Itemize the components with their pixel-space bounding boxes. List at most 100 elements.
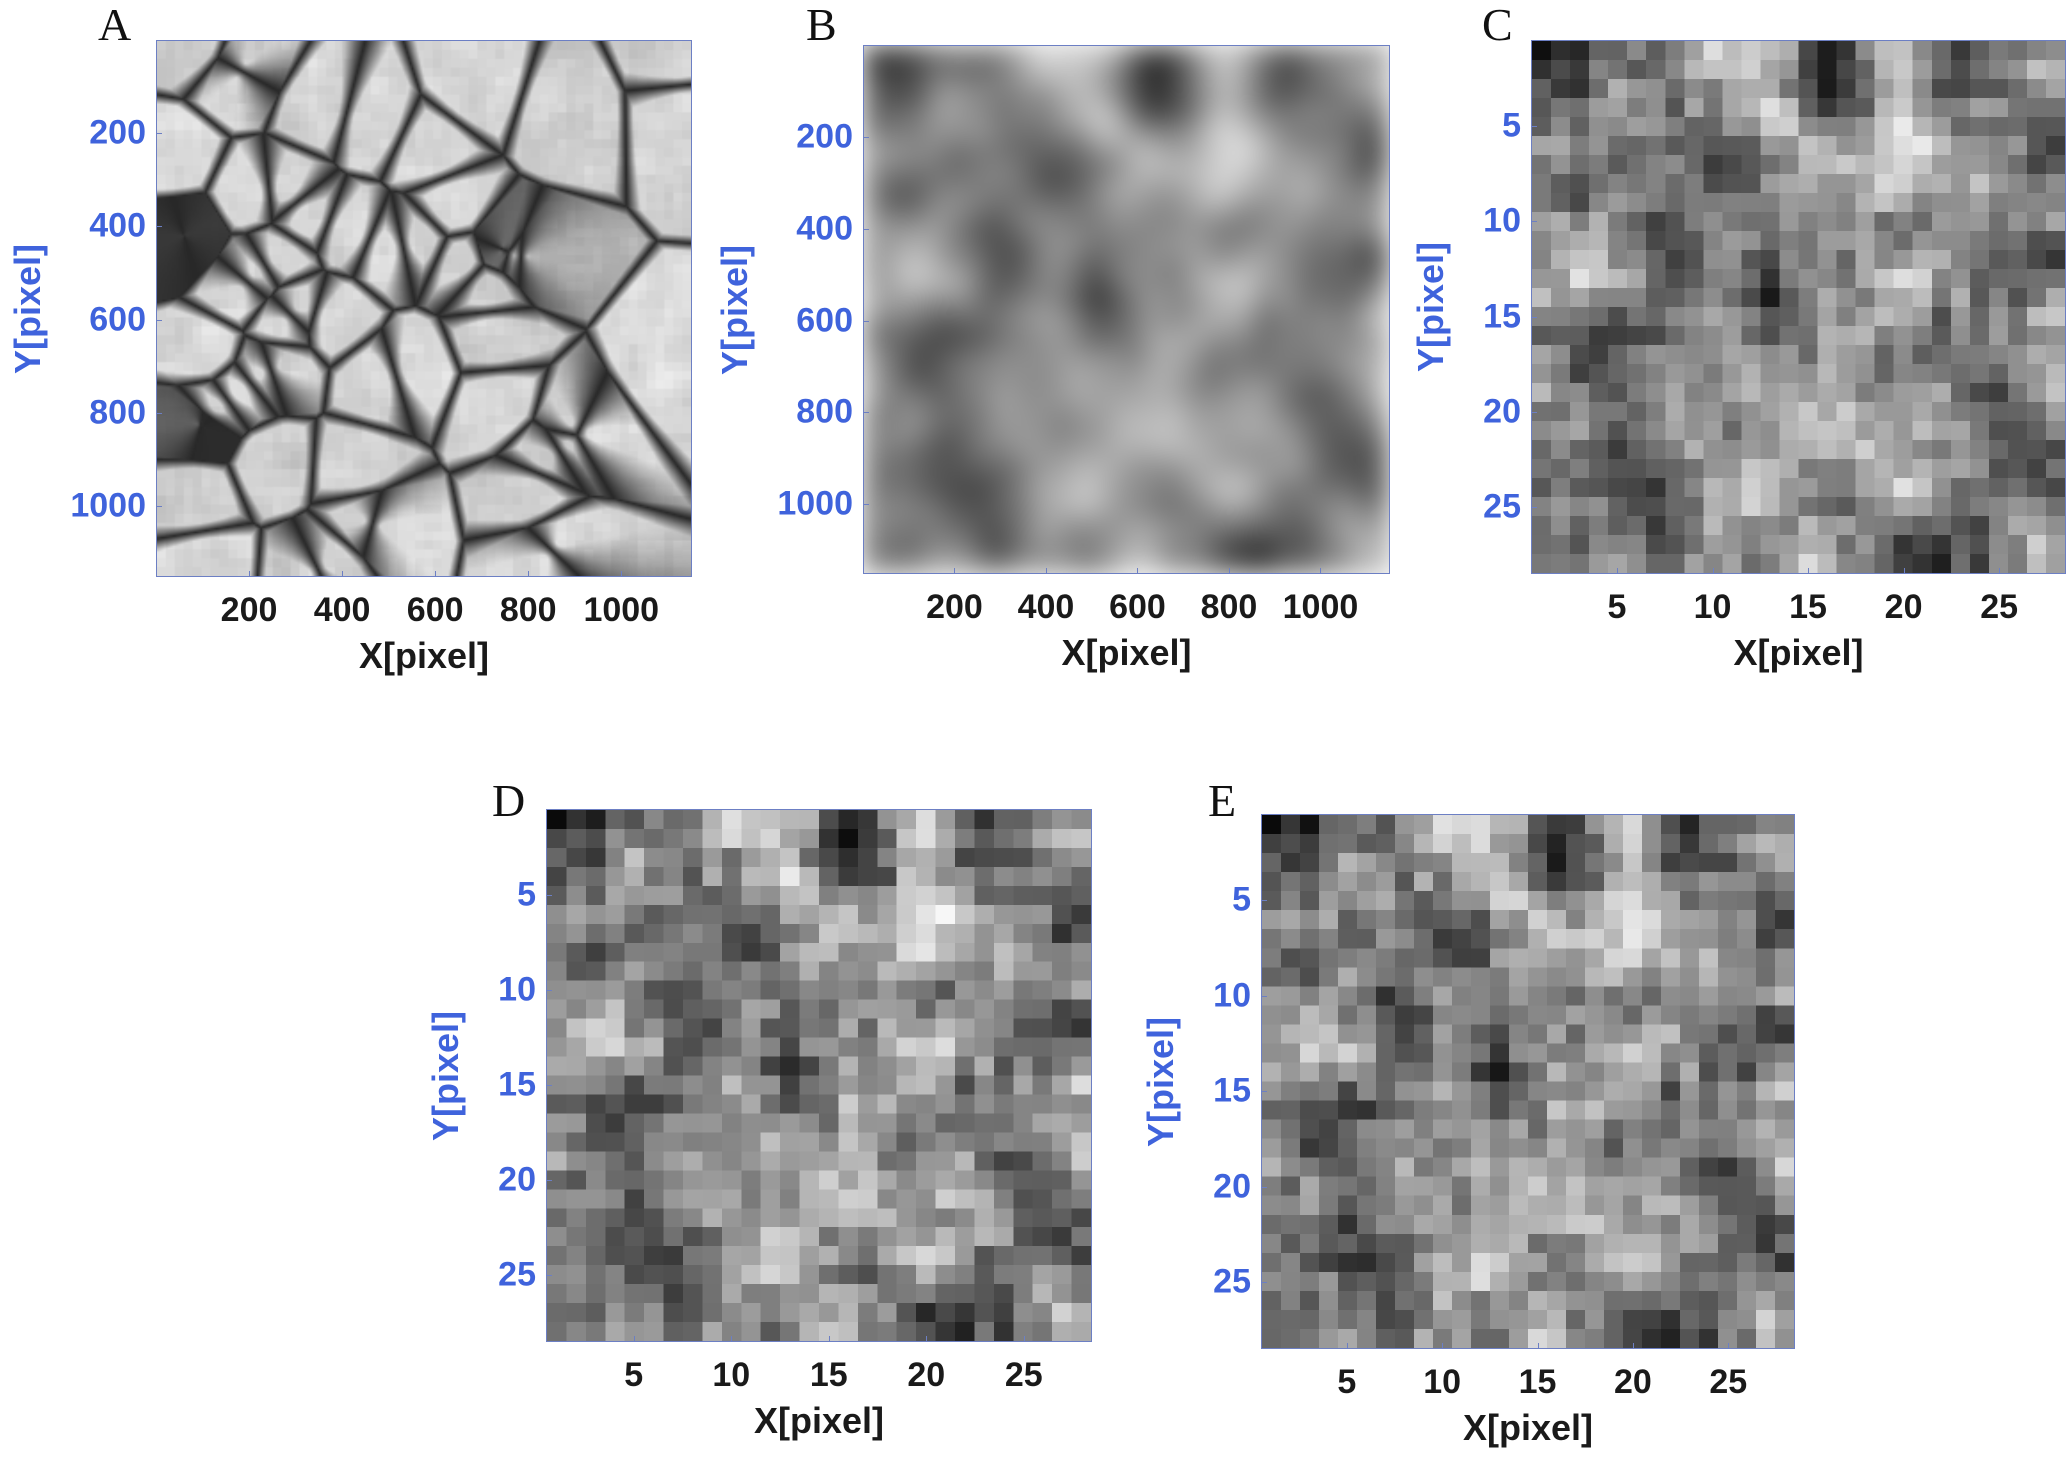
y-tick-mark <box>1531 507 1537 509</box>
y-tick-mark <box>863 136 869 138</box>
y-tick-label: 25 <box>1483 487 1521 526</box>
x-tick-mark <box>1537 1343 1539 1349</box>
y-tick-label: 800 <box>89 393 146 432</box>
x-tick-mark <box>1903 568 1905 574</box>
y-tick-label: 1000 <box>70 486 146 525</box>
x-tick-label: 15 <box>1789 588 1827 626</box>
x-tick-mark <box>342 571 344 577</box>
x-tick-mark <box>1712 568 1714 574</box>
x-tick-mark <box>621 571 623 577</box>
x-axis-label: X[pixel] <box>358 635 490 676</box>
x-tick-label: 800 <box>499 591 557 629</box>
x-tick-label: 200 <box>220 591 278 629</box>
y-tick-mark <box>156 133 162 135</box>
y-axis-label: Y[pixel] <box>1140 1016 1181 1147</box>
x-tick-mark <box>1808 568 1810 574</box>
y-tick-mark <box>1261 1282 1267 1284</box>
y-tick-label: 5 <box>1232 880 1251 919</box>
heatmap-image <box>1532 41 2065 573</box>
y-tick-label: 20 <box>498 1160 536 1199</box>
heatmap-e <box>1261 814 1795 1349</box>
y-tick-label: 25 <box>1213 1262 1251 1301</box>
x-axis-label: X[pixel] <box>1462 1407 1594 1448</box>
x-tick-mark <box>1616 568 1618 574</box>
y-tick-mark <box>546 1275 552 1277</box>
y-tick-mark <box>1531 221 1537 223</box>
x-tick-label: 600 <box>1109 588 1166 626</box>
y-axis-label: Y[pixel] <box>425 1010 466 1141</box>
x-tick-mark <box>1632 1343 1634 1349</box>
x-tick-mark <box>1045 568 1047 574</box>
y-tick-label: 15 <box>1483 297 1521 336</box>
y-tick-label: 600 <box>796 301 853 340</box>
panel-label-d: D <box>492 775 526 826</box>
x-tick-label: 800 <box>1200 588 1258 626</box>
y-tick-mark <box>1531 411 1537 413</box>
y-tick-label: 15 <box>1213 1071 1251 1110</box>
y-tick-label: 400 <box>89 206 146 245</box>
y-tick-mark <box>1261 995 1267 997</box>
y-tick-label: 200 <box>796 117 853 156</box>
y-tick-label: 200 <box>89 113 146 152</box>
y-tick-mark <box>863 412 869 414</box>
y-tick-mark <box>546 989 552 991</box>
y-tick-mark <box>156 226 162 228</box>
y-tick-mark <box>1261 1186 1267 1188</box>
x-tick-label: 200 <box>926 588 983 626</box>
x-tick-label: 1000 <box>583 591 660 629</box>
y-axis-label: Y[pixel] <box>714 244 755 375</box>
x-tick-label: 5 <box>1607 588 1627 626</box>
x-tick-mark <box>1728 1343 1730 1349</box>
x-tick-mark <box>731 1336 733 1342</box>
y-tick-mark <box>156 412 162 414</box>
y-tick-label: 15 <box>498 1065 536 1104</box>
x-tick-mark <box>249 571 251 577</box>
y-tick-label: 600 <box>89 300 146 339</box>
x-tick-label: 5 <box>624 1356 644 1394</box>
heatmap-image <box>547 810 1091 1341</box>
x-tick-label: 5 <box>1337 1363 1357 1401</box>
y-tick-mark <box>1531 316 1537 318</box>
x-tick-label: 10 <box>1693 588 1732 626</box>
x-tick-label: 10 <box>712 1356 751 1394</box>
heatmap-b <box>863 45 1390 574</box>
y-tick-label: 5 <box>1502 106 1521 145</box>
y-tick-mark <box>546 1180 552 1182</box>
heatmap-image <box>1262 815 1794 1348</box>
x-tick-mark <box>954 568 956 574</box>
y-tick-mark <box>863 504 869 506</box>
y-axis-label: Y[pixel] <box>1410 241 1451 373</box>
x-axis-label: X[pixel] <box>753 1400 885 1441</box>
x-tick-label: 15 <box>1518 1363 1557 1401</box>
y-tick-label: 1000 <box>777 484 853 523</box>
heatmap-image <box>157 41 691 576</box>
panel-label-b: B <box>806 0 837 50</box>
y-tick-label: 5 <box>517 875 536 914</box>
panel-label-e: E <box>1208 775 1237 826</box>
x-tick-label: 25 <box>1709 1363 1748 1401</box>
y-axis-label: Y[pixel] <box>7 243 48 374</box>
x-tick-mark <box>1228 568 1230 574</box>
y-tick-label: 400 <box>796 209 853 248</box>
x-tick-mark <box>828 1336 830 1342</box>
x-tick-label: 400 <box>1017 588 1075 626</box>
y-tick-label: 25 <box>498 1255 536 1294</box>
heatmap-c <box>1531 40 2066 574</box>
x-axis-label: X[pixel] <box>1061 632 1192 673</box>
x-axis-label: X[pixel] <box>1733 632 1864 673</box>
panel-label-c: C <box>1482 0 1513 50</box>
x-tick-label: 600 <box>406 591 464 629</box>
x-tick-mark <box>926 1336 928 1342</box>
x-tick-label: 20 <box>1884 588 1923 626</box>
y-tick-mark <box>546 894 552 896</box>
x-tick-label: 20 <box>907 1356 946 1394</box>
x-tick-mark <box>528 571 530 577</box>
y-tick-label: 10 <box>1213 976 1251 1015</box>
y-tick-mark <box>863 320 869 322</box>
x-tick-mark <box>633 1336 635 1342</box>
x-tick-label: 10 <box>1423 1363 1462 1401</box>
heatmap-d <box>546 809 1092 1342</box>
heatmap-a <box>156 40 692 577</box>
y-tick-mark <box>546 1085 552 1087</box>
y-tick-mark <box>156 319 162 321</box>
